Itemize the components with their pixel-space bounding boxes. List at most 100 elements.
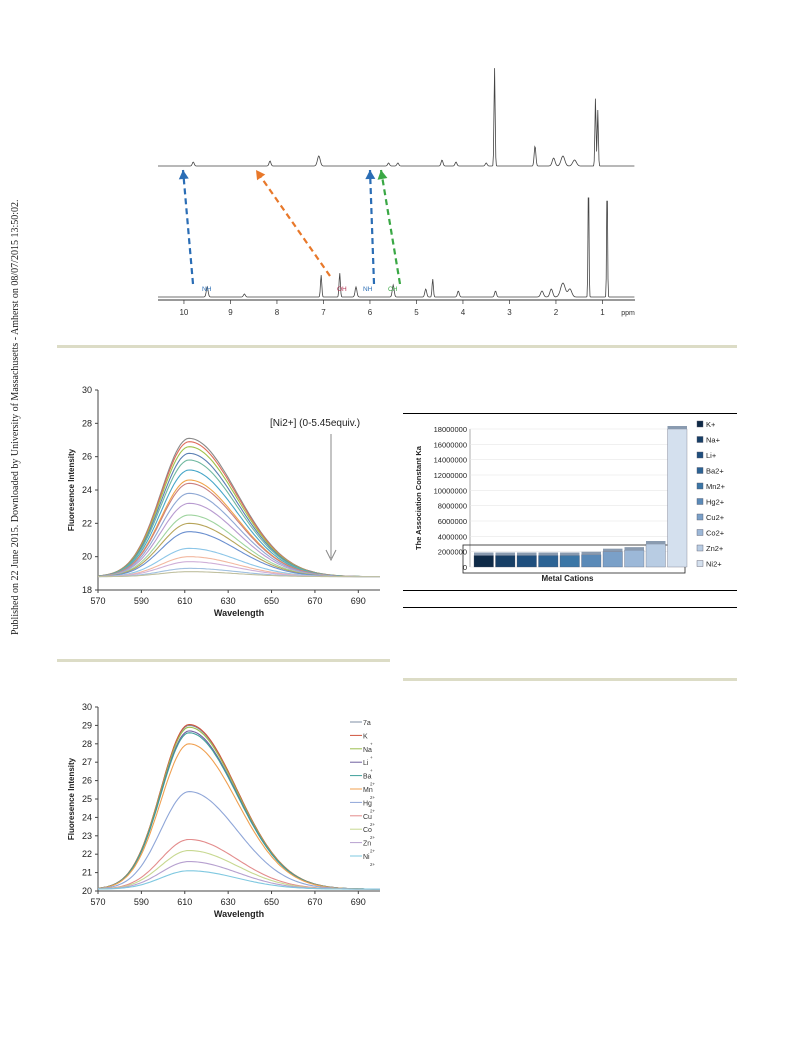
- selectivity-y-tick-label: 24: [82, 812, 92, 822]
- titration-y-tick-label: 22: [82, 518, 92, 528]
- association-constant-chart: 0 2000000 4000000 6000000 8000000 10000000 120…: [414, 420, 726, 583]
- selectivity-y-label: Fluoresence Intensity: [67, 757, 76, 840]
- ka-legend-swatch-Mn2+: [696, 482, 704, 490]
- ka-bar-top-Li+: [517, 552, 537, 556]
- selectivity-legend-label-2: Na: [363, 747, 372, 754]
- nmr-tick-label: 3: [507, 308, 512, 317]
- titration-y-tick-label: 24: [82, 485, 92, 495]
- selectivity-x-tick-label: 570: [90, 897, 105, 907]
- table-rule-top: [403, 413, 737, 414]
- selectivity-y-tick-label: 22: [82, 849, 92, 859]
- selectivity-legend-sup-8: 2+: [370, 835, 376, 840]
- table-rule-mid: [403, 590, 737, 591]
- oh-label: OH: [337, 286, 347, 293]
- selectivity-x-tick-label: 670: [307, 897, 322, 907]
- selectivity-legend-label-4: Ba: [363, 774, 372, 781]
- ka-y-label: The Association Constant Ka: [414, 445, 423, 550]
- selectivity-y-tick-label: 30: [82, 702, 92, 712]
- nmr-tick-label: 1: [600, 308, 605, 317]
- selectivity-legend-label-6: Hg: [363, 800, 372, 807]
- titration-y-tick-label: 28: [82, 418, 92, 428]
- ka-bar-top-Hg2+: [581, 551, 601, 555]
- nmr-tick-label: 5: [414, 308, 419, 317]
- nmr-spectrum-complex: [158, 68, 635, 167]
- ni-titration-chart: 18 20 22 24 26 28 30 570 590 610 630 650 670 690 Wavel…: [67, 385, 381, 618]
- ka-y-tick-label: 10000000: [434, 486, 467, 495]
- selectivity-legend-sup-9: 2+: [370, 849, 376, 854]
- divider-top: [57, 345, 737, 348]
- nh-shift-arrow-1: [178, 169, 195, 285]
- titration-y-tick-label: 20: [82, 552, 92, 562]
- selectivity-legend-sup-3: +: [370, 768, 373, 773]
- ka-legend-label-Na+: Na+: [706, 436, 721, 445]
- ka-legend-label-Hg2+: Hg2+: [706, 498, 725, 507]
- ka-legend-label-K+: K+: [706, 420, 716, 429]
- nh-shift-arrow-1-head: [178, 170, 189, 180]
- table-rule-bottom: [403, 607, 737, 608]
- selectivity-x-tick-label: 650: [264, 897, 279, 907]
- nh-shift-arrow-2-shaft: [368, 169, 376, 285]
- ka-legend-swatch-K+: [696, 420, 704, 428]
- titration-annotation: [Ni2+] (0-5.45equiv.): [270, 418, 360, 429]
- ka-bar-Zn2+: [645, 543, 666, 568]
- selectivity-legend-sup-10: 2+: [370, 862, 376, 867]
- selectivity-x-tick-label: 590: [134, 897, 149, 907]
- download-notice: Published on 22 June 2015. Downloaded by…: [0, 0, 21, 1039]
- nh-label-2: NH: [363, 286, 373, 293]
- ka-bar-Li+: [516, 555, 537, 568]
- selectivity-legend-label-0: 7a: [363, 720, 371, 727]
- nh-label-1: NH: [202, 286, 212, 293]
- ch-shift-arrow-shaft: [379, 169, 402, 285]
- ka-bar-Mn2+: [559, 555, 580, 568]
- selectivity-legend-sup-2: +: [370, 755, 373, 760]
- titration-x-tick-label: 630: [221, 596, 236, 606]
- ka-y-tick-label: 8000000: [438, 502, 467, 511]
- selectivity-curve-1: [97, 723, 380, 890]
- oh-shift-arrow-head: [256, 170, 266, 181]
- titration-x-tick-label: 690: [351, 596, 366, 606]
- titration-y-tick-label: 18: [82, 585, 92, 595]
- selectivity-curve-3: [97, 730, 380, 890]
- selectivity-y-tick-label: 20: [82, 886, 92, 896]
- nmr-tick-label: 9: [228, 308, 233, 317]
- divider-right: [403, 678, 737, 681]
- ch-shift-arrow-head: [377, 170, 388, 180]
- titration-x-tick-label: 570: [90, 596, 105, 606]
- ka-bar-Ni2+: [667, 428, 688, 568]
- ka-legend-swatch-Na+: [696, 436, 704, 443]
- titration-curve-2: [97, 446, 380, 578]
- nmr-tick-label: 6: [368, 308, 373, 317]
- titration-x-tick-label: 670: [307, 596, 322, 606]
- ka-legend-swatch-Co2+: [696, 529, 704, 536]
- nh-shift-arrow-1-shaft: [181, 169, 195, 285]
- oh-shift-arrow-shaft: [255, 169, 331, 277]
- ka-y-tick-label: 6000000: [438, 517, 467, 526]
- ka-bar-Na+: [495, 555, 516, 568]
- selectivity-legend-label-7: Cu: [363, 814, 372, 821]
- nmr-axis-unit: ppm: [621, 310, 635, 317]
- ka-legend-swatch-Ni2+: [696, 560, 704, 567]
- ka-y-tick-label: 0: [463, 563, 467, 572]
- nh-shift-arrow-2-head: [365, 170, 376, 180]
- ka-y-tick-label: 4000000: [438, 532, 467, 541]
- selectivity-legend-sup-6: 2+: [370, 808, 376, 813]
- titration-x-tick-label: 590: [134, 596, 149, 606]
- nmr-tick-label: 10: [179, 308, 188, 317]
- ka-y-tick-label: 12000000: [434, 471, 467, 480]
- selectivity-curve-7: [97, 838, 380, 890]
- ka-legend-label-Mn2+: Mn2+: [706, 482, 726, 491]
- ka-bar-top-Zn2+: [646, 541, 666, 544]
- ka-bar-top-Na+: [495, 552, 515, 556]
- ka-bar-top-Mn2+: [560, 552, 580, 556]
- selectivity-curve-2: [97, 726, 380, 890]
- selectivity-legend-label-5: Mn: [363, 787, 373, 794]
- titration-y-label: Fluoresence Intensity: [67, 448, 76, 531]
- ka-legend-swatch-Cu2+: [696, 513, 704, 521]
- ka-legend-label-Cu2+: Cu2+: [706, 513, 725, 522]
- ka-legend-swatch-Ba2+: [696, 467, 704, 474]
- selectivity-legend-sup-7: 2+: [370, 822, 376, 827]
- ka-x-label: Metal Cations: [541, 574, 594, 583]
- ka-y-tick-label: 14000000: [434, 456, 467, 465]
- titration-curve-4: [97, 459, 380, 578]
- divider-left: [57, 659, 390, 662]
